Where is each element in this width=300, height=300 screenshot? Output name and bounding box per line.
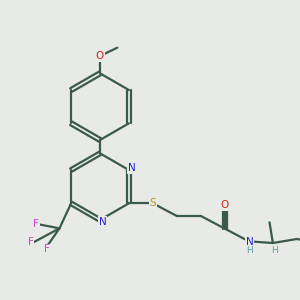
Text: O: O — [96, 51, 104, 61]
Text: O: O — [221, 200, 229, 210]
Text: S: S — [150, 198, 156, 208]
Text: N: N — [128, 163, 135, 173]
Text: H: H — [271, 246, 278, 255]
Text: H: H — [246, 246, 253, 255]
Text: F: F — [33, 219, 39, 229]
Text: F: F — [44, 244, 50, 254]
Text: N: N — [99, 217, 106, 227]
Text: N: N — [246, 237, 254, 247]
Text: F: F — [28, 237, 34, 247]
